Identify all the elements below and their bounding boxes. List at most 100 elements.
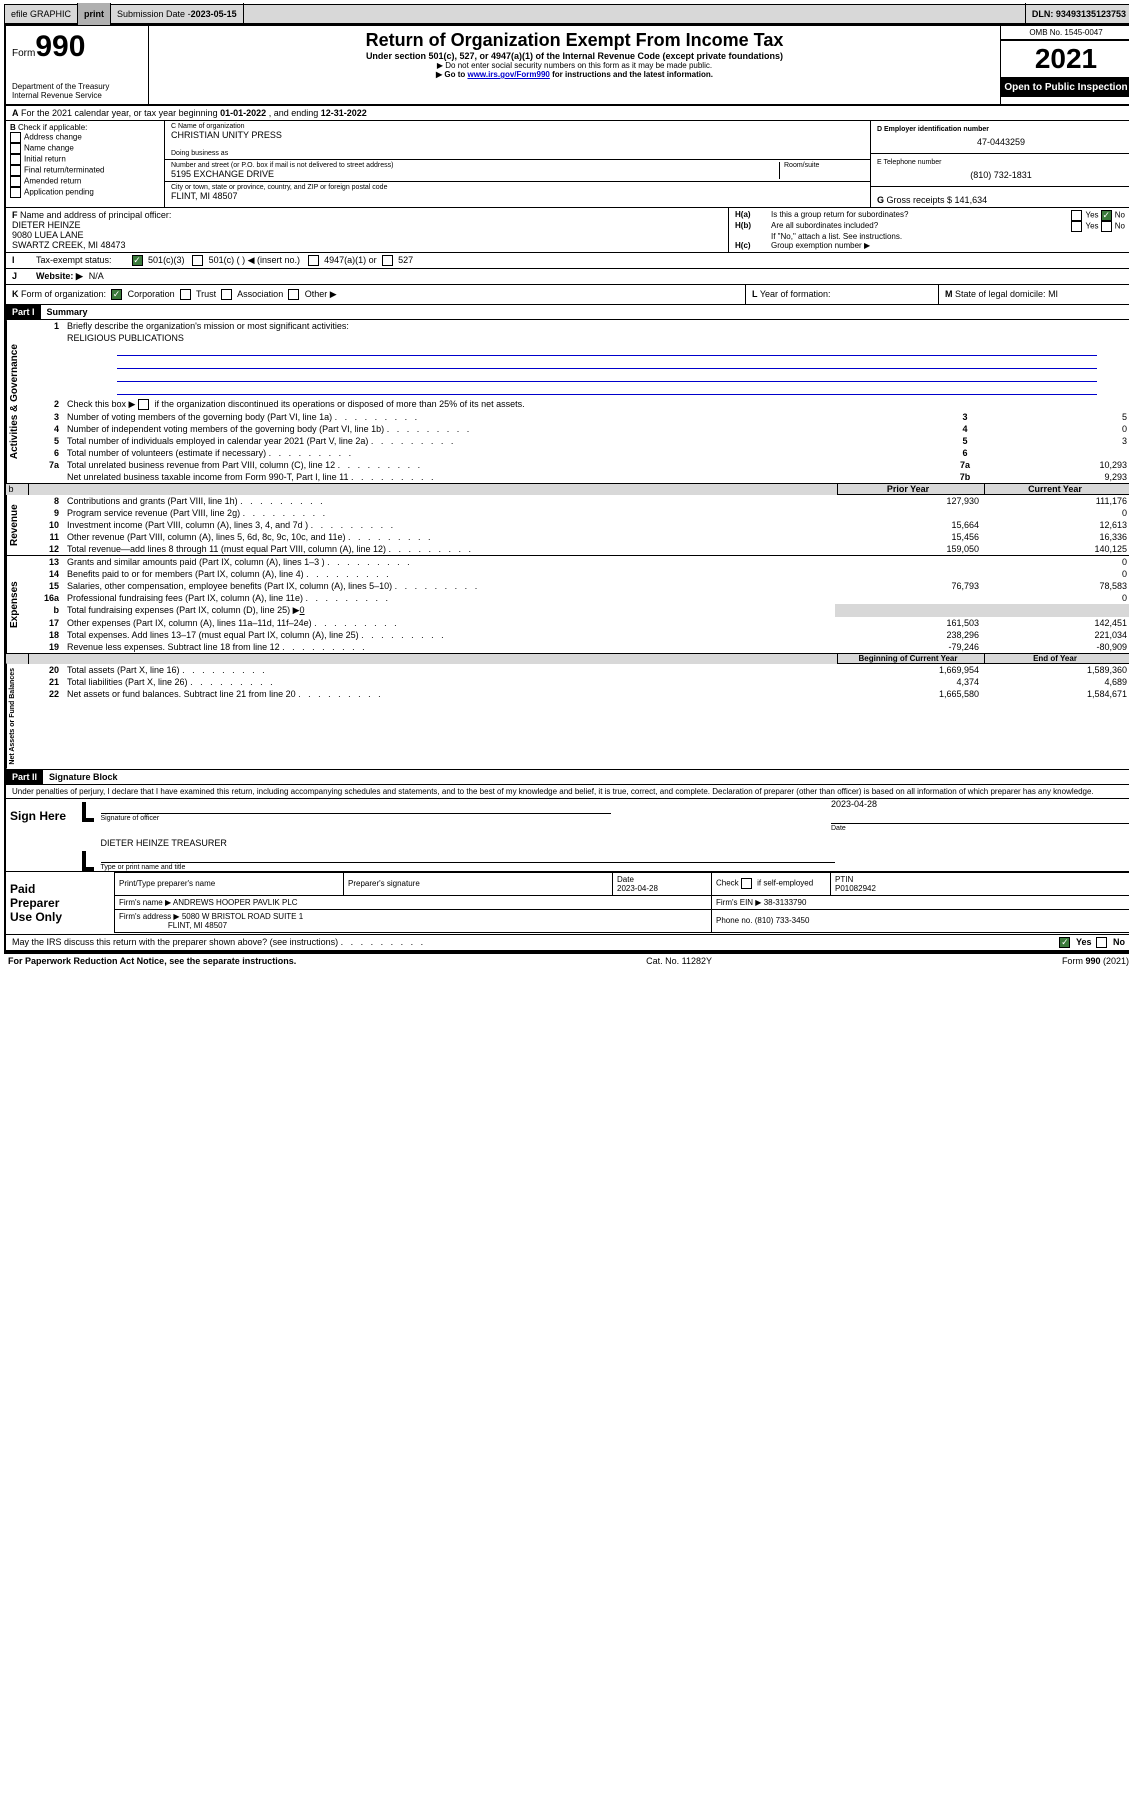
sub3-pre: Go to <box>444 70 467 79</box>
org-name: CHRISTIAN UNITY PRESS <box>171 130 864 140</box>
line-desc: Number of independent voting members of … <box>63 423 947 435</box>
paid-l1: Paid <box>10 882 110 896</box>
cb-hb-yes[interactable] <box>1071 221 1082 232</box>
line-prior: 15,664 <box>835 519 983 531</box>
cb-527[interactable] <box>382 255 393 266</box>
firm-phone: (810) 733-3450 <box>755 916 810 925</box>
form-number: 990 <box>35 30 85 63</box>
line-curr: 0 <box>983 507 1129 519</box>
col-prior-hdr: Prior Year <box>837 484 984 495</box>
side-net: Net Assets or Fund Balances <box>6 664 33 769</box>
side-expenses: Expenses <box>6 556 33 653</box>
col-end-hdr: End of Year <box>984 654 1129 664</box>
ptin-hdr: PTIN <box>835 875 853 884</box>
line-num: 12 <box>33 543 63 555</box>
officer-sig-line: Signature of officer <box>101 813 611 822</box>
ptin-val: P01082942 <box>835 884 876 893</box>
line-prior: 159,050 <box>835 543 983 555</box>
open-inspection: Open to Public Inspection <box>1001 78 1129 97</box>
corner-icon-2 <box>82 851 94 871</box>
firm-ein: 38-3133790 <box>764 898 807 907</box>
line-num: 22 <box>33 688 63 700</box>
line-box: 7b <box>947 471 983 483</box>
pp-check-hdr: Check <box>716 879 739 888</box>
line-prior: 238,296 <box>835 629 983 641</box>
phone-value: (810) 732-1831 <box>877 166 1125 184</box>
cb-amended[interactable] <box>10 176 21 187</box>
city-label: City or town, state or province, country… <box>171 184 864 191</box>
line-desc: Grants and similar amounts paid (Part IX… <box>63 556 835 568</box>
uline-2 <box>117 358 1097 369</box>
j-label: J <box>12 271 17 281</box>
paid-preparer-block: Paid Preparer Use Only Print/Type prepar… <box>6 872 1129 935</box>
opt-address: Address change <box>24 133 82 142</box>
part1-label: Part I <box>6 305 41 319</box>
line-num: 4 <box>33 423 63 435</box>
cb-501c3[interactable] <box>132 255 143 266</box>
subtitle-1: Under section 501(c), 527, or 4947(a)(1)… <box>155 51 994 61</box>
addr-label: Number and street (or P.O. box if mail i… <box>171 162 779 169</box>
cb-discuss-yes[interactable] <box>1059 937 1070 948</box>
website-value: N/A <box>83 271 104 282</box>
line-curr: 111,176 <box>983 495 1129 507</box>
cb-assoc[interactable] <box>221 289 232 300</box>
opt-amended: Amended return <box>24 177 81 186</box>
line-desc: Net assets or fund balances. Subtract li… <box>63 688 835 700</box>
cb-self-employed[interactable] <box>741 878 752 889</box>
uline-3 <box>117 371 1097 382</box>
city-state-zip: FLINT, MI 48507 <box>171 191 864 201</box>
line-curr: 0 <box>983 592 1129 604</box>
q2-pre: Check this box ▶ <box>67 399 135 409</box>
cb-other[interactable] <box>288 289 299 300</box>
form990-link[interactable]: www.irs.gov/Form990 <box>467 70 549 79</box>
cb-initial[interactable] <box>10 154 21 165</box>
e-cell: E Telephone number (810) 732-1831 <box>871 154 1129 187</box>
form-header: Form990 Department of the Treasury Inter… <box>6 26 1129 106</box>
firm-phone-lbl: Phone no. <box>716 916 755 925</box>
i-text: Tax-exempt status: <box>36 255 112 266</box>
line-desc: Contributions and grants (Part VIII, lin… <box>63 495 835 507</box>
efile-label: efile GRAPHIC <box>5 3 78 25</box>
d-cell: D Employer identification number 47-0443… <box>871 121 1129 154</box>
pp-sig-hdr: Preparer's signature <box>344 872 613 895</box>
line-prior <box>835 507 983 519</box>
cb-ha-no[interactable] <box>1101 210 1112 221</box>
cb-corp[interactable] <box>111 289 122 300</box>
sub3-post: for instructions and the latest informat… <box>550 70 713 79</box>
pp-name-hdr: Print/Type preparer's name <box>115 872 344 895</box>
line-prior: 1,669,954 <box>835 664 983 676</box>
cb-name-change[interactable] <box>10 143 21 154</box>
cb-ha-yes[interactable] <box>1071 210 1082 221</box>
m-label: M <box>945 289 953 299</box>
line-num: 11 <box>33 531 63 543</box>
hc-row: H(c) Group exemption number ▶ <box>735 241 1125 250</box>
cb-trust[interactable] <box>180 289 191 300</box>
part1-title: Summary <box>41 305 94 319</box>
i-o1: 501(c)(3) <box>148 255 185 265</box>
line-val: 10,293 <box>983 459 1129 471</box>
hc-label: H(c) <box>735 241 751 250</box>
cb-501c[interactable] <box>192 255 203 266</box>
q2-num: 2 <box>33 398 63 411</box>
paid-grid: Print/Type preparer's name Preparer's si… <box>114 872 1129 933</box>
line-prior <box>835 592 983 604</box>
cb-discontinued[interactable] <box>138 399 149 410</box>
cb-hb-no[interactable] <box>1101 221 1112 232</box>
footer-right: Form 990 (2021) <box>1062 956 1129 966</box>
line-box: 3 <box>947 411 983 423</box>
discuss-yes: Yes <box>1076 937 1092 947</box>
cb-final[interactable] <box>10 165 21 176</box>
part2-header-row: Part II Signature Block <box>6 770 1129 785</box>
hb-row: H(b) Are all subordinates included? Yes … <box>735 221 1125 232</box>
line-desc: Investment income (Part VIII, column (A)… <box>63 519 835 531</box>
k-o2: Trust <box>196 289 216 299</box>
cb-address-change[interactable] <box>10 132 21 143</box>
cb-discuss-no[interactable] <box>1096 937 1107 948</box>
irs-label: Internal Revenue Service <box>12 91 142 100</box>
line-curr: 78,583 <box>983 580 1129 592</box>
cb-pending[interactable] <box>10 187 21 198</box>
print-button[interactable]: print <box>78 3 111 25</box>
cb-4947[interactable] <box>308 255 319 266</box>
l-text: Year of formation: <box>758 289 831 299</box>
hb-text: Are all subordinates included? <box>771 221 1071 232</box>
